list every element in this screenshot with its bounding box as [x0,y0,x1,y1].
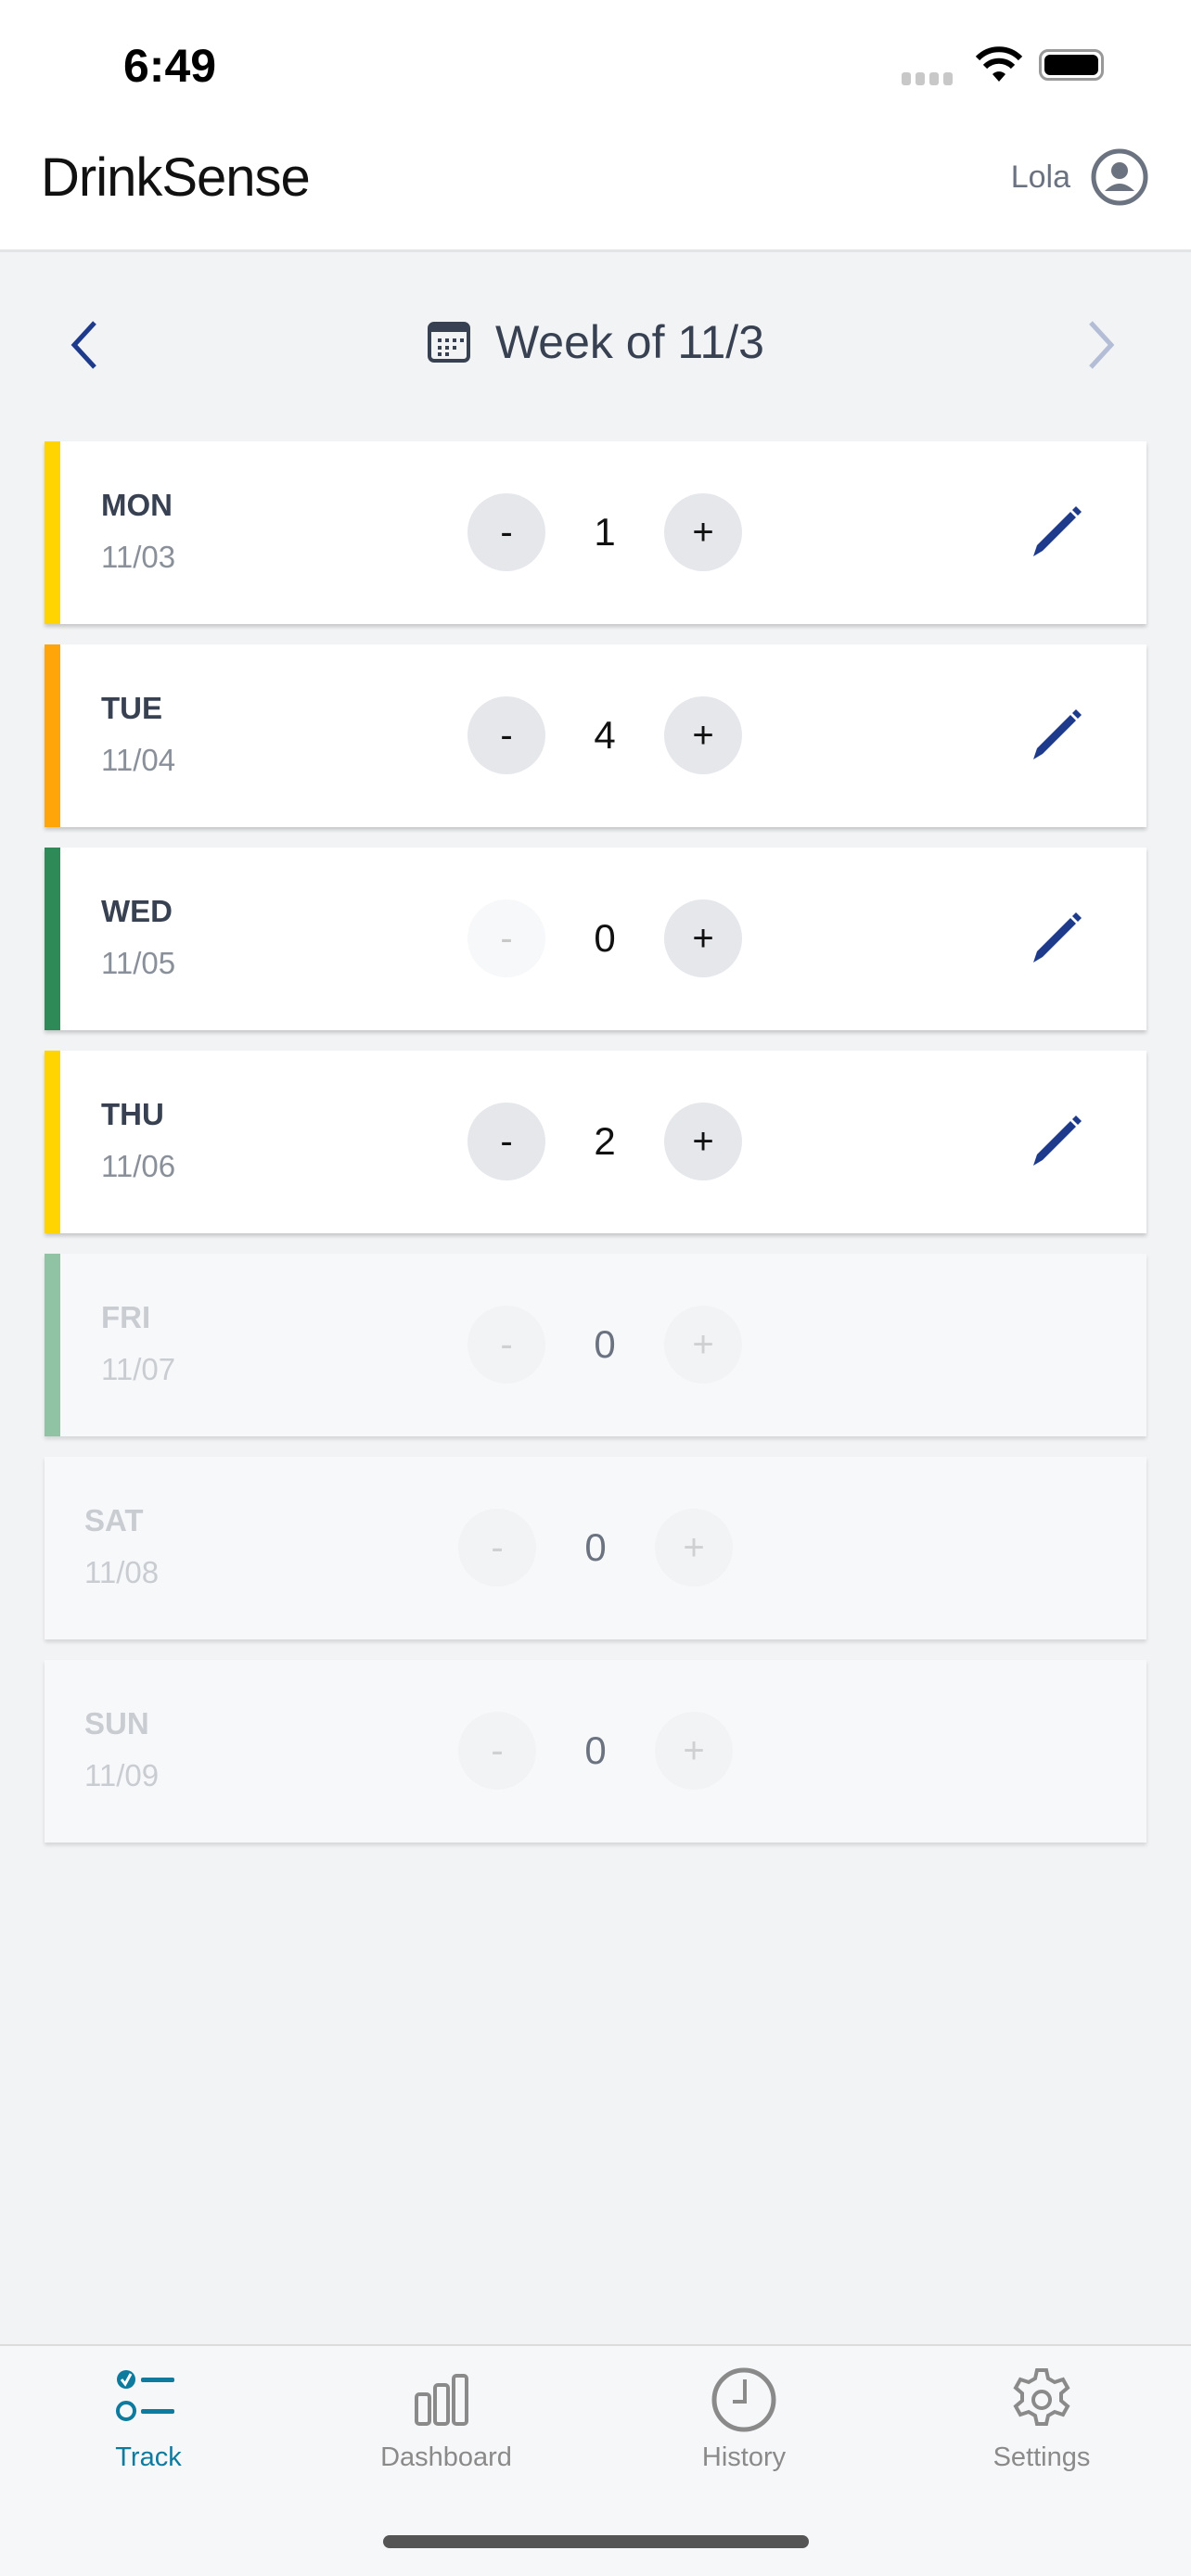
home-indicator [383,2535,809,2548]
previous-week-button[interactable] [67,317,104,373]
tab-label: Dashboard [380,2442,512,2472]
drink-count: 0 [594,916,616,960]
day-card-fri: FRI 11/07 - 0 + [45,1254,1146,1436]
gear-icon [1013,2368,1070,2426]
wifi-icon [975,46,1023,82]
date-label: 11/09 [84,1758,160,1792]
user-name[interactable]: Lola [1010,159,1070,195]
day-card-sat: SAT 11/08 - 0 + [45,1457,1146,1639]
date-label: 11/07 [101,1352,176,1386]
edit-pencil-icon[interactable] [1028,504,1083,560]
date-label: 11/03 [101,540,176,574]
drink-count: 0 [584,1525,607,1569]
increment-button[interactable]: + [664,696,742,774]
decrement-button[interactable]: - [467,493,545,571]
day-label: TUE [101,691,162,725]
drink-stepper: - 0 + [458,1509,733,1587]
drink-stepper: - 0 + [467,1306,742,1384]
edit-pencil-icon[interactable] [1028,708,1083,763]
clock-icon [711,2367,776,2432]
calendar-icon [428,322,470,363]
drink-stepper: - 0 + [458,1712,733,1790]
app-title: DrinkSense [41,147,311,208]
tab-history[interactable]: History [651,2366,837,2473]
tab-settings[interactable]: Settings [949,2366,1134,2473]
day-card-thu: THU 11/06 - 2 + [45,1051,1146,1233]
decrement-button[interactable]: - [458,1712,536,1790]
tab-track[interactable]: Track [56,2366,241,2473]
date-label: 11/06 [101,1149,176,1183]
edit-pencil-icon[interactable] [1028,1114,1083,1169]
drink-stepper: - 0 + [467,899,742,977]
status-stripe [45,848,60,1030]
day-card-tue: TUE 11/04 - 4 + [45,644,1146,827]
battery-icon [1039,49,1104,81]
day-card-mon: MON 11/03 - 1 + [45,441,1146,624]
week-navigator: Week of 11/3 [0,306,1191,384]
drink-count: 0 [584,1728,607,1772]
increment-button[interactable]: + [655,1712,733,1790]
signal-icon [902,72,953,85]
increment-button[interactable]: + [655,1509,733,1587]
next-week-button[interactable] [1082,317,1119,373]
day-list: MON 11/03 - 1 + TUE 11/04 - 4 + WED 11/0… [45,441,1146,1843]
day-label: THU [101,1097,164,1131]
edit-pencil-icon[interactable] [1028,911,1083,966]
day-label: SAT [84,1503,144,1537]
tab-dashboard[interactable]: Dashboard [353,2366,539,2473]
app-header: DrinkSense Lola [0,130,1191,252]
checklist-icon [116,2370,174,2421]
user-avatar-icon[interactable] [1091,148,1148,206]
decrement-button[interactable]: - [467,1306,545,1384]
date-label: 11/08 [84,1555,160,1589]
drink-stepper: - 4 + [467,696,742,774]
decrement-button[interactable]: - [467,696,545,774]
increment-button[interactable]: + [664,493,742,571]
date-label: 11/05 [101,946,176,980]
drink-count: 1 [594,510,616,554]
increment-button[interactable]: + [664,899,742,977]
increment-button[interactable]: + [664,1103,742,1180]
day-label: WED [101,894,173,928]
increment-button[interactable]: + [664,1306,742,1384]
drink-stepper: - 1 + [467,493,742,571]
drink-count: 0 [594,1322,616,1366]
decrement-button[interactable]: - [467,1103,545,1180]
date-label: 11/04 [101,743,176,777]
decrement-button[interactable]: - [467,899,545,977]
decrement-button[interactable]: - [458,1509,536,1587]
bar-chart-icon [415,2374,468,2426]
day-card-sun: SUN 11/09 - 0 + [45,1660,1146,1843]
day-card-wed: WED 11/05 - 0 + [45,848,1146,1030]
tab-label: History [701,2442,787,2472]
drink-count: 4 [594,713,616,757]
status-stripe [45,441,60,624]
status-stripe [45,1254,60,1436]
day-label: SUN [84,1706,149,1741]
drink-stepper: - 2 + [467,1103,742,1180]
week-title: Week of 11/3 [495,316,764,368]
status-bar: 6:49 [0,0,1191,130]
tab-label: Track [115,2442,182,2472]
status-stripe [45,1051,60,1233]
day-label: FRI [101,1300,151,1334]
status-time: 6:49 [123,40,217,92]
status-stripe [45,644,60,827]
drink-count: 2 [594,1119,616,1163]
tab-label: Settings [992,2442,1091,2472]
day-label: MON [101,488,173,522]
